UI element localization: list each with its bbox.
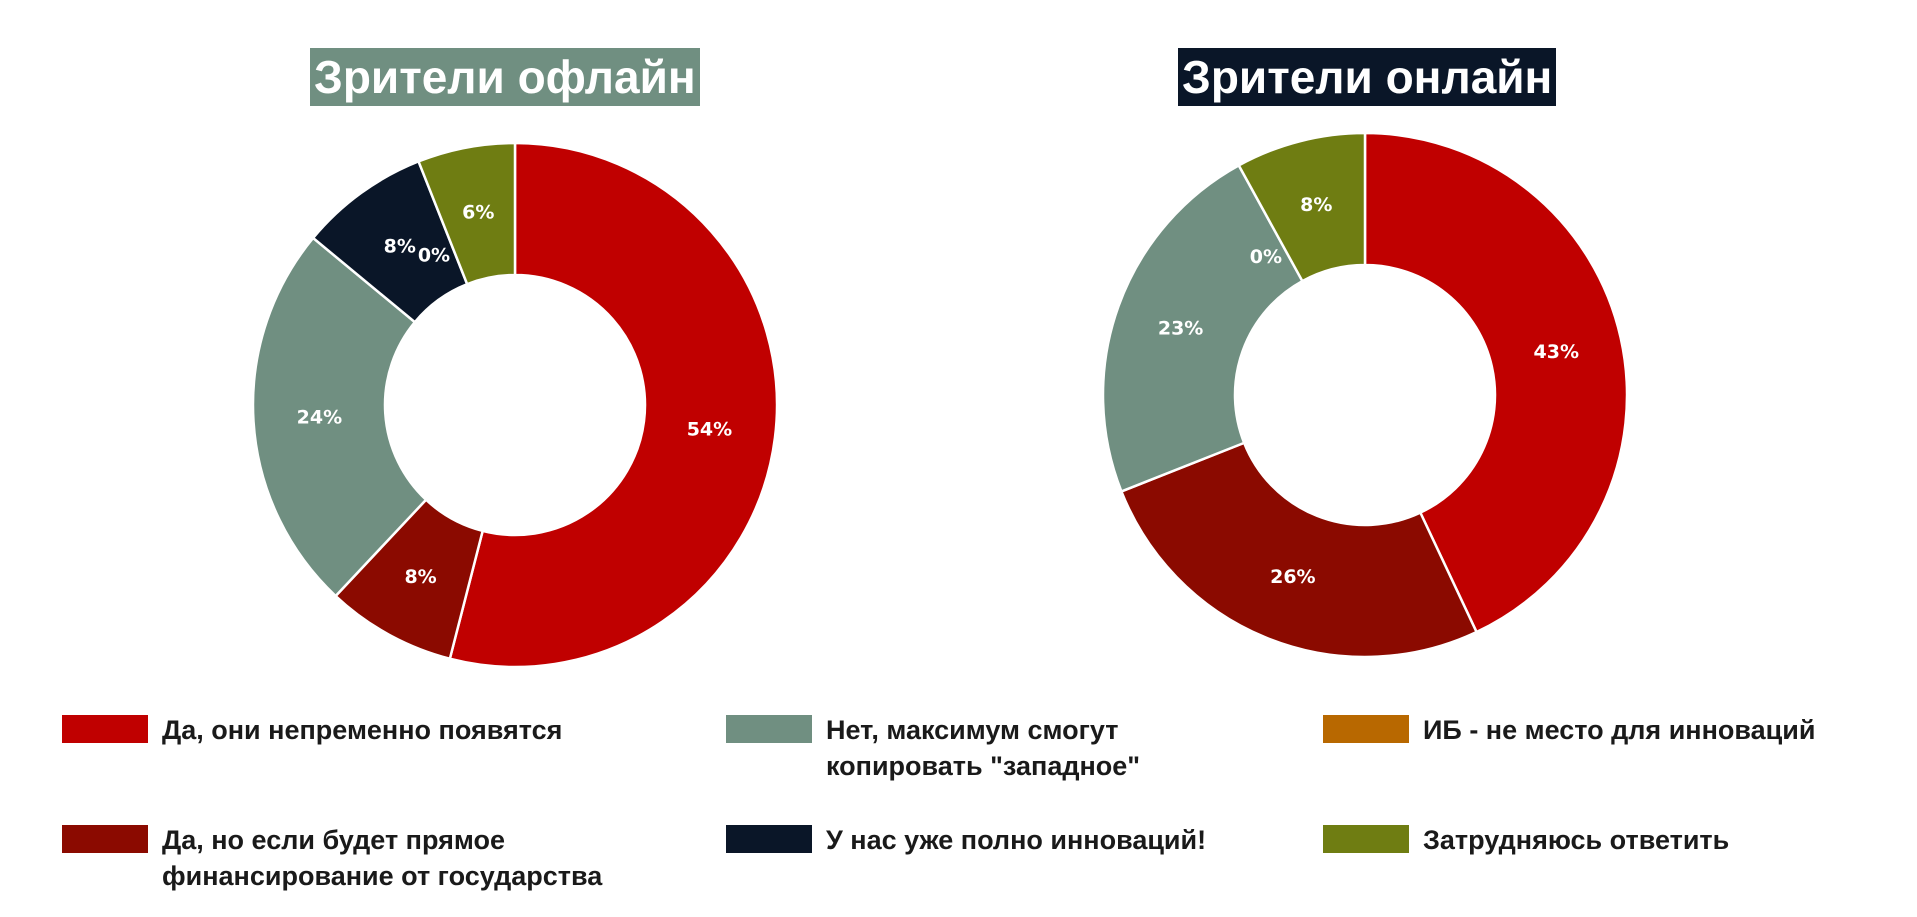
legend-label: У нас уже полно инноваций! — [826, 825, 1207, 855]
legend-label: Затрудняюсь ответить — [1423, 825, 1730, 855]
legend-label: Да, они непременно появятся — [162, 715, 563, 745]
slice-data-label: 0% — [1250, 246, 1282, 268]
slice-data-label: 8% — [404, 566, 436, 588]
legend-label: Нет, максимум смогут копировать "западно… — [826, 715, 1141, 781]
slice-data-label: 23% — [1158, 318, 1203, 340]
slice-data-label: 8% — [1300, 194, 1332, 216]
slice-data-label: 6% — [462, 201, 494, 223]
slice-data-label: 26% — [1270, 566, 1315, 588]
legend-item-no-copy-western: Нет, максимум смогут копировать "западно… — [726, 712, 1140, 784]
donut-slice — [251, 236, 428, 598]
slice-data-label: 8% — [384, 235, 416, 257]
legend-swatch — [726, 825, 812, 853]
chart-title-offline: Зрители офлайн — [310, 48, 700, 106]
legend-item-yes-definitely: Да, они непременно появятся — [62, 712, 562, 748]
legend-item-not-a-place: ИБ - не место для инноваций — [1323, 712, 1815, 748]
slice-data-label: 54% — [687, 419, 732, 441]
legend-item-hard-to-answer: Затрудняюсь ответить — [1323, 822, 1729, 858]
legend-swatch — [1323, 715, 1409, 743]
slice-data-label: 24% — [297, 406, 342, 428]
slice-data-label: 0% — [418, 245, 450, 267]
legend-swatch — [726, 715, 812, 743]
legend-swatch — [62, 825, 148, 853]
donut-chart-offline: 54%8%24%8% 0%6% — [251, 141, 779, 669]
donut-slice — [416, 141, 517, 286]
donut-slice — [1363, 131, 1629, 634]
legend-item-already-plenty: У нас уже полно инноваций! — [726, 822, 1206, 858]
legend-swatch — [62, 715, 148, 743]
legend-label: Да, но если будет прямое финансирование … — [162, 825, 603, 891]
chart-title-online: Зрители онлайн — [1178, 48, 1557, 106]
donut-slice — [1237, 131, 1367, 283]
donut-slice — [1101, 163, 1305, 494]
donut-slice — [1119, 441, 1479, 659]
donut-chart-online: 43% 26% 23% 0% 8% — [1101, 131, 1629, 659]
donut-slice — [448, 141, 779, 669]
legend-label: ИБ - не место для инноваций — [1423, 715, 1816, 745]
legend-swatch — [1323, 825, 1409, 853]
slice-data-label: 43% — [1534, 341, 1579, 363]
legend-item-yes-if-funded: Да, но если будет прямое финансирование … — [62, 822, 602, 894]
